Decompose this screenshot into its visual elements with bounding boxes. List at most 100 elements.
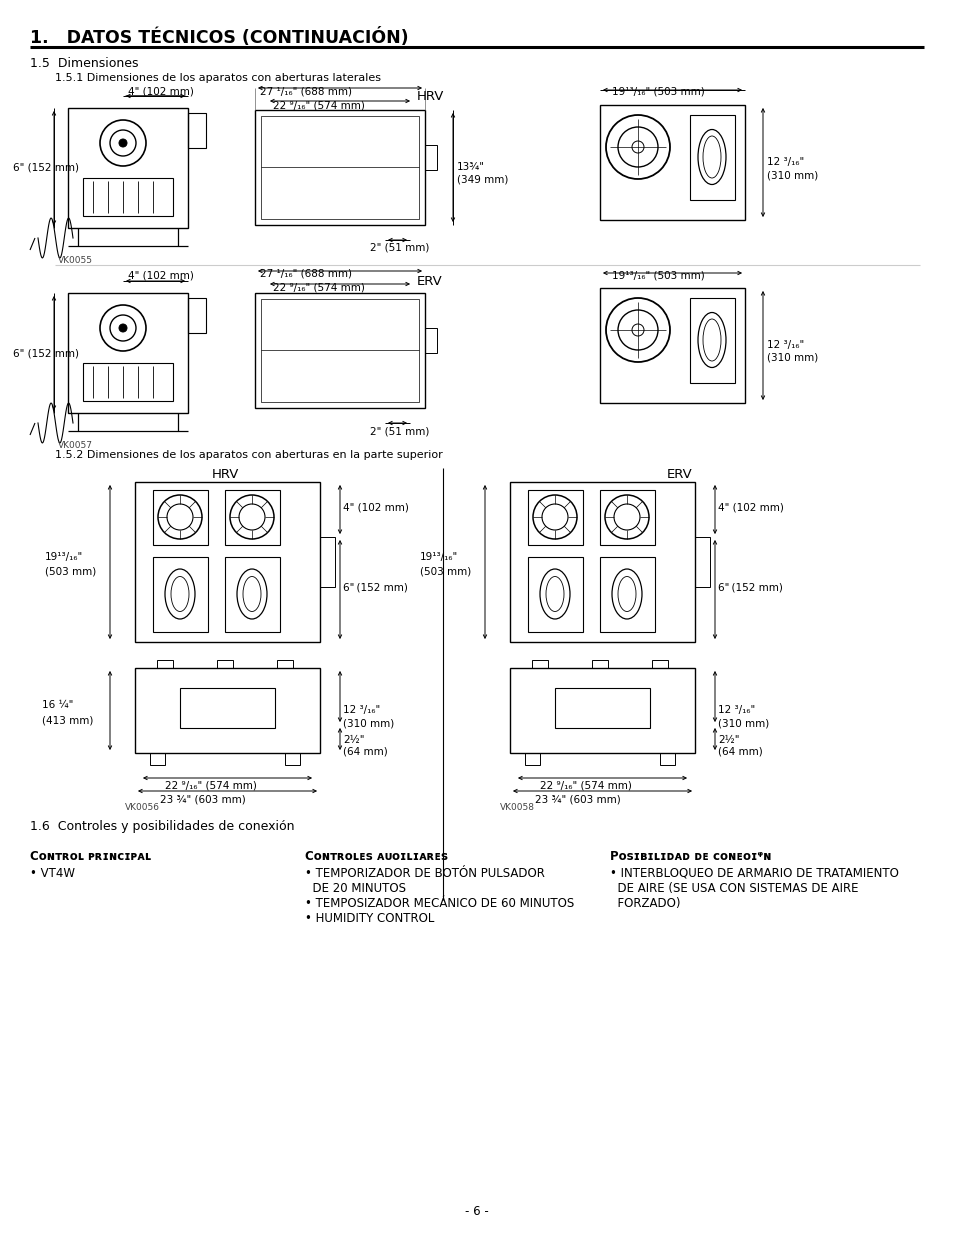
Text: 23 ¾" (603 mm): 23 ¾" (603 mm) (535, 794, 620, 804)
Bar (285, 753, 299, 764)
Text: 1.6  Controles y posibilidades de conexión: 1.6 Controles y posibilidades de conexió… (30, 820, 294, 832)
Text: • VT4W: • VT4W (30, 867, 75, 881)
Bar (599, 490, 655, 545)
Text: (310 mm): (310 mm) (766, 353, 818, 363)
Text: (64 mm): (64 mm) (718, 747, 762, 757)
Text: 1.5.1 Dimensiones de los aparatos con aberturas laterales: 1.5.1 Dimensiones de los aparatos con ab… (55, 73, 380, 83)
Text: 12 ³/₁₆": 12 ³/₁₆" (718, 705, 755, 715)
Text: 23 ¾" (603 mm): 23 ¾" (603 mm) (160, 794, 246, 804)
Text: 16 ¼": 16 ¼" (42, 700, 73, 710)
Bar (524, 753, 539, 764)
Text: 4" (102 mm): 4" (102 mm) (343, 501, 409, 513)
Bar (527, 490, 582, 545)
Text: (503 mm): (503 mm) (45, 567, 96, 577)
Text: 4" (102 mm): 4" (102 mm) (128, 270, 193, 282)
Text: 12 ³/₁₆": 12 ³/₁₆" (766, 157, 803, 167)
Text: • TEMPOSIZADOR MECÁNICO DE 60 MINUTOS: • TEMPOSIZADOR MECÁNICO DE 60 MINUTOS (305, 897, 574, 910)
Bar (532, 659, 547, 668)
Text: Cᴏɴᴛʀᴏʟᴇs ᴀᴜоɪʟɪᴀʀᴇs: Cᴏɴᴛʀᴏʟᴇs ᴀᴜоɪʟɪᴀʀᴇs (305, 850, 448, 863)
Bar (651, 659, 667, 668)
Text: FORZADO): FORZADO) (609, 897, 679, 910)
Text: 2½": 2½" (718, 735, 739, 745)
Bar (510, 668, 695, 753)
Bar (180, 688, 274, 727)
Bar (135, 482, 319, 642)
Text: 19¹³/₁₆" (503 mm): 19¹³/₁₆" (503 mm) (612, 86, 704, 98)
Bar (225, 490, 280, 545)
Bar (188, 298, 206, 333)
Bar (695, 537, 709, 587)
Text: 19¹³/₁₆": 19¹³/₁₆" (419, 552, 457, 562)
Bar (261, 116, 418, 219)
Bar (254, 110, 424, 225)
Text: 19¹³/₁₆": 19¹³/₁₆" (45, 552, 83, 562)
Text: VK0055: VK0055 (58, 256, 92, 266)
Text: (310 mm): (310 mm) (766, 170, 818, 180)
Bar (216, 659, 233, 668)
Text: (503 mm): (503 mm) (419, 567, 471, 577)
Text: 22 ⁹/₁₆" (574 mm): 22 ⁹/₁₆" (574 mm) (273, 100, 364, 110)
Bar (319, 537, 335, 587)
Text: 6" (152 mm): 6" (152 mm) (13, 348, 79, 358)
Circle shape (119, 140, 127, 147)
Bar (83, 178, 172, 216)
Text: • TEMPORIZADOR DE BOTÓN PULSADOR: • TEMPORIZADOR DE BOTÓN PULSADOR (305, 867, 544, 881)
Text: VK0056: VK0056 (125, 803, 160, 811)
Bar (254, 293, 424, 408)
Bar (555, 688, 649, 727)
Text: 12 ³/₁₆": 12 ³/₁₆" (343, 705, 380, 715)
Text: (349 mm): (349 mm) (456, 175, 508, 185)
Bar (527, 557, 582, 632)
Text: VK0057: VK0057 (58, 441, 92, 450)
Bar (599, 105, 744, 220)
Text: 1.5.2 Dimensiones de los aparatos con aberturas en la parte superior: 1.5.2 Dimensiones de los aparatos con ab… (55, 450, 442, 459)
Text: 4" (102 mm): 4" (102 mm) (128, 86, 193, 96)
Text: 22 ⁹/₁₆" (574 mm): 22 ⁹/₁₆" (574 mm) (165, 781, 256, 790)
Text: 22 ⁹/₁₆" (574 mm): 22 ⁹/₁₆" (574 mm) (273, 283, 364, 293)
Bar (592, 659, 607, 668)
Bar (152, 557, 208, 632)
Text: 6" (152 mm): 6" (152 mm) (13, 163, 79, 173)
Text: ERV: ERV (416, 275, 442, 288)
Text: 22 ⁹/₁₆" (574 mm): 22 ⁹/₁₆" (574 mm) (539, 781, 631, 790)
Bar (68, 107, 188, 228)
Bar (83, 363, 172, 401)
Text: 13¾": 13¾" (456, 162, 484, 172)
Text: 6" (152 mm): 6" (152 mm) (718, 582, 782, 592)
Bar (261, 299, 418, 403)
Text: VK0058: VK0058 (499, 803, 535, 811)
Text: 6" (152 mm): 6" (152 mm) (343, 582, 408, 592)
Bar (510, 482, 695, 642)
Text: Cᴏɴᴛʀᴏʟ ᴘʀɪɴᴄɪᴘᴀʟ: Cᴏɴᴛʀᴏʟ ᴘʀɪɴᴄɪᴘᴀʟ (30, 850, 152, 863)
Text: Pᴏsɪвɪʟɪᴅᴀᴅ ᴅᴇ ᴄᴏɴᴇоɪᵠɴ: Pᴏsɪвɪʟɪᴅᴀᴅ ᴅᴇ ᴄᴏɴᴇоɪᵠɴ (609, 850, 771, 863)
Bar (150, 753, 165, 764)
Text: • INTERBLOQUEO DE ARMARIO DE TRATAMIENTO: • INTERBLOQUEO DE ARMARIO DE TRATAMIENTO (609, 867, 898, 881)
Text: - 6 -: - 6 - (465, 1205, 488, 1218)
Text: HRV: HRV (416, 90, 443, 103)
Text: (64 mm): (64 mm) (343, 747, 387, 757)
Text: (310 mm): (310 mm) (343, 719, 394, 729)
Text: (310 mm): (310 mm) (718, 719, 768, 729)
Text: 2" (51 mm): 2" (51 mm) (370, 426, 429, 436)
Bar (689, 298, 734, 383)
Bar (689, 115, 734, 200)
Bar (424, 144, 436, 170)
Text: DE AIRE (SE USA CON SISTEMAS DE AIRE: DE AIRE (SE USA CON SISTEMAS DE AIRE (609, 882, 858, 895)
Text: 12 ³/₁₆": 12 ³/₁₆" (766, 340, 803, 350)
Text: 2½": 2½" (343, 735, 364, 745)
Bar (659, 753, 675, 764)
Bar (188, 112, 206, 148)
Bar (225, 557, 280, 632)
Bar (152, 490, 208, 545)
Text: 1.   DATOS TÉCNICOS (CONTINUACIÓN): 1. DATOS TÉCNICOS (CONTINUACIÓN) (30, 28, 408, 47)
Text: HRV: HRV (212, 468, 238, 480)
Bar (135, 668, 319, 753)
Bar (68, 293, 188, 412)
Bar (276, 659, 293, 668)
Text: 27 ¹/₁₆" (688 mm): 27 ¹/₁₆" (688 mm) (260, 269, 352, 279)
Text: DE 20 MINUTOS: DE 20 MINUTOS (305, 882, 406, 895)
Text: (413 mm): (413 mm) (42, 715, 93, 725)
Text: 4" (102 mm): 4" (102 mm) (718, 501, 783, 513)
Text: ERV: ERV (666, 468, 692, 480)
Bar (424, 329, 436, 353)
